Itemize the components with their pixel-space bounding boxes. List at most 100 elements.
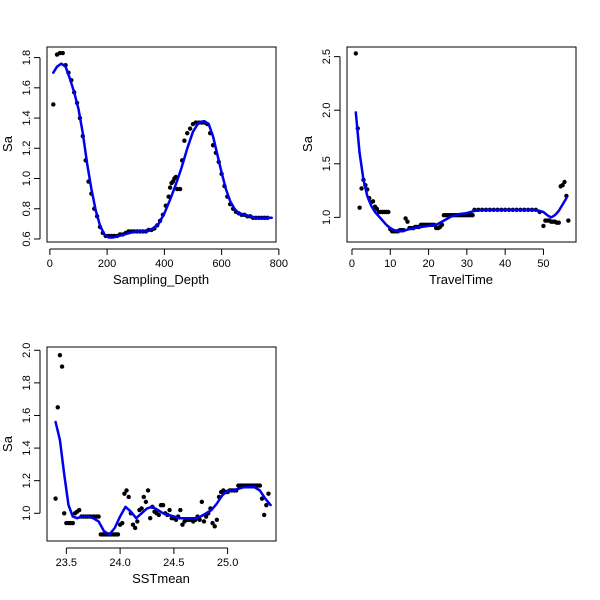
- y-axis-label: Sa: [0, 435, 15, 452]
- data-point: [203, 514, 209, 519]
- x-tick-label: 24.0: [109, 557, 130, 569]
- data-point: [120, 520, 125, 526]
- smooth-fit-line: [52, 62, 273, 239]
- data-point: [53, 496, 58, 501]
- y-tick-label: 2.0: [21, 343, 33, 358]
- y-tick-label: 1.0: [21, 171, 33, 186]
- y-tick-label: 1.0: [321, 210, 333, 225]
- y-tick-label: 2.0: [321, 103, 333, 118]
- data-point: [566, 218, 571, 223]
- y-axis-label: Sa: [300, 135, 315, 152]
- y-tick-label: 1.4: [21, 110, 33, 125]
- data-point: [370, 199, 376, 204]
- x-axis-label: SSTmean: [132, 571, 190, 586]
- data-point: [185, 130, 190, 136]
- y-tick-label: 0.8: [21, 201, 33, 216]
- data-point: [180, 522, 185, 527]
- data-point: [59, 364, 65, 369]
- data-point: [470, 213, 475, 218]
- data-point: [560, 183, 565, 188]
- y-tick-label: 1.8: [21, 50, 33, 65]
- data-point: [212, 524, 217, 529]
- data-point: [541, 223, 546, 229]
- x-tick-label: 200: [98, 258, 116, 270]
- smooth-fit-line: [354, 111, 568, 233]
- data-point: [264, 502, 269, 508]
- data-point: [210, 520, 215, 526]
- data-point: [201, 519, 207, 524]
- data-point: [96, 514, 101, 519]
- x-tick-label: 23.5: [56, 557, 77, 569]
- data-point: [439, 222, 445, 228]
- data-point: [122, 491, 127, 496]
- x-tick-label: 20: [422, 258, 434, 270]
- x-tick-label: 0: [47, 258, 53, 270]
- data-point: [167, 507, 172, 513]
- data-point: [139, 506, 144, 511]
- data-point: [132, 525, 138, 531]
- x-tick-label: 24.5: [163, 557, 184, 569]
- x-tick-label: 40: [499, 258, 511, 270]
- data-point: [177, 186, 183, 192]
- data-point: [62, 511, 67, 516]
- data-point: [143, 499, 149, 505]
- y-tick-label: 1.2: [21, 473, 33, 488]
- data-point: [556, 220, 561, 225]
- data-point: [182, 138, 187, 143]
- data-point: [261, 512, 267, 518]
- data-point: [403, 216, 408, 221]
- x-tick-label: 25.0: [217, 557, 238, 569]
- data-point: [187, 126, 193, 131]
- data-point: [386, 209, 391, 215]
- y-tick-label: 0.6: [21, 231, 33, 246]
- data-point: [57, 352, 63, 358]
- data-point: [167, 185, 173, 190]
- panel-sa-vs-traveltime: TravelTime Sa 0 10 20 30 40 50 1.0 1.5 2.0 2.5: [300, 46, 577, 287]
- data-point: [141, 494, 146, 500]
- data-point: [60, 50, 65, 56]
- x-tick-label: 10: [384, 258, 396, 270]
- y-axis-label: Sa: [0, 135, 15, 152]
- data-point: [178, 507, 183, 513]
- data-point: [148, 515, 153, 521]
- data-point: [374, 206, 380, 211]
- data-point: [266, 491, 271, 496]
- x-tick-label: 800: [270, 258, 288, 270]
- x-tick-label: 0: [349, 258, 355, 270]
- y-tick-label: 2.5: [321, 49, 333, 64]
- data-point: [353, 51, 359, 56]
- data-point: [135, 519, 140, 524]
- y-tick-label: 1.6: [21, 408, 33, 423]
- data-point: [70, 520, 76, 526]
- data-point: [199, 499, 205, 505]
- data-point: [124, 488, 129, 493]
- data-point: [145, 488, 151, 493]
- x-axis-label: TravelTime: [429, 272, 493, 287]
- plot-frame: [46, 46, 277, 243]
- data-point: [357, 205, 362, 210]
- x-tick-label: 50: [537, 258, 549, 270]
- plot-frame: [346, 46, 577, 243]
- data-point: [126, 494, 131, 500]
- plot-frame: [46, 346, 277, 542]
- data-point: [197, 517, 202, 523]
- panel-sa-vs-sstmean: SSTmean Sa 23.5 24.0 24.5 25.0 1.0 1.2 1.4 1.6 1…: [0, 343, 277, 586]
- y-tick-label: 1.4: [21, 440, 33, 455]
- x-tick-label: 400: [155, 258, 173, 270]
- panel-sa-vs-sampling-depth: Sampling_Depth Sa 0 200 400 600 800 0.6 0.8 1.0…: [0, 46, 288, 287]
- data-point: [55, 405, 60, 410]
- data-point: [564, 193, 569, 199]
- data-point: [257, 483, 263, 488]
- x-tick-label: 30: [461, 258, 473, 270]
- data-point: [405, 219, 410, 224]
- data-point: [130, 522, 136, 527]
- data-point: [562, 179, 567, 185]
- data-point: [160, 502, 166, 508]
- x-axis-label: Sampling_Depth: [113, 272, 209, 287]
- y-tick-label: 1.6: [21, 80, 33, 95]
- x-tick-label: 600: [212, 258, 230, 270]
- data-point: [156, 512, 162, 518]
- smooth-fit-line: [54, 420, 272, 536]
- data-point: [77, 507, 82, 513]
